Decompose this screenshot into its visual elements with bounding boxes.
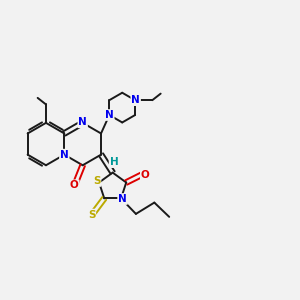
Text: O: O xyxy=(70,180,79,190)
Text: N: N xyxy=(105,110,114,120)
Text: N: N xyxy=(131,95,140,105)
Text: N: N xyxy=(60,150,69,160)
Text: S: S xyxy=(93,176,100,186)
Text: N: N xyxy=(78,117,87,127)
Text: H: H xyxy=(110,157,118,167)
Text: S: S xyxy=(88,210,95,220)
Text: O: O xyxy=(141,170,150,180)
Text: N: N xyxy=(118,194,127,204)
